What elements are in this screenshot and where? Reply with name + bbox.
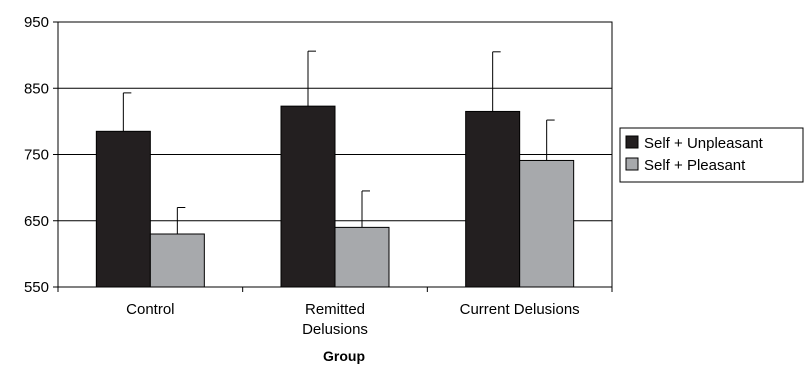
legend: Self + Unpleasant Self + Pleasant: [619, 127, 804, 183]
bars: [95, 50, 575, 288]
bar: [519, 159, 575, 288]
y-tick-label: 550: [24, 279, 49, 296]
legend-box: [619, 127, 804, 183]
legend-swatch: [625, 157, 639, 171]
bar: [334, 226, 390, 288]
x-category-label: Delusions: [302, 321, 368, 338]
x-category-label: Control: [126, 301, 174, 318]
x-category-label: Current Delusions: [460, 301, 580, 318]
bar: [465, 110, 521, 288]
y-tick-label: 750: [24, 147, 49, 164]
legend-swatch: [625, 135, 639, 149]
y-tick-label: 650: [24, 213, 49, 230]
bar: [95, 130, 151, 288]
bar: [149, 233, 205, 288]
x-axis-title: Group: [323, 348, 365, 364]
legend-label: Self + Unpleasant: [644, 135, 764, 152]
legend-label: Self + Pleasant: [644, 157, 746, 174]
x-category-label: Remitted: [305, 301, 365, 318]
axes: [53, 21, 613, 292]
labels: 550 650 750 850 950 Control Remitted Delusions C…: [24, 14, 580, 338]
bar: [280, 105, 336, 288]
y-tick-label: 950: [24, 14, 49, 31]
y-tick-label: 850: [24, 80, 49, 97]
